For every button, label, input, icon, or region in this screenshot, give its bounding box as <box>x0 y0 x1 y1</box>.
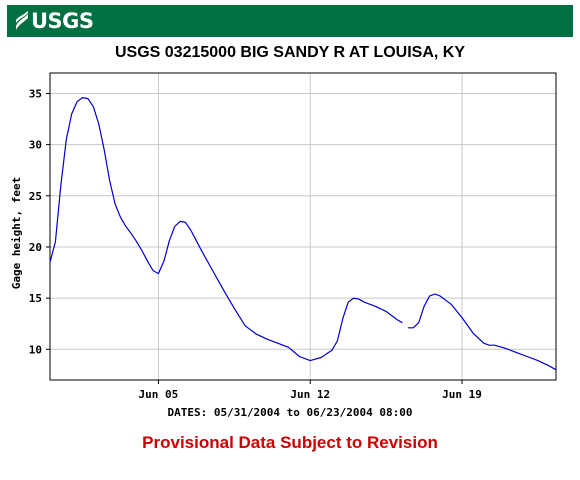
y-tick-label: 15 <box>29 292 42 305</box>
y-tick-label: 20 <box>29 241 42 254</box>
y-tick-label: 10 <box>29 343 42 356</box>
y-tick-label: 30 <box>29 139 42 152</box>
x-tick-label: Jun 12 <box>290 388 330 401</box>
y-axis-label: Gage height, feet <box>10 177 23 290</box>
chart-title: USGS 03215000 BIG SANDY R AT LOUISA, KY <box>114 44 466 61</box>
usgs-logo-text: USGS <box>31 9 94 33</box>
y-tick-label: 35 <box>29 87 42 100</box>
x-axis: Jun 05 Jun 12 Jun 19 <box>139 380 482 401</box>
provisional-notice: Provisional Data Subject to Revision <box>142 433 438 452</box>
gage-height-line <box>49 96 403 362</box>
x-axis-label: DATES: 05/31/2004 to 06/23/2004 08:00 <box>167 406 413 419</box>
usgs-logo[interactable]: USGS <box>15 8 94 34</box>
usgs-banner: USGS <box>7 5 573 37</box>
series-layer <box>49 96 557 371</box>
chart-grid <box>50 73 556 380</box>
x-tick-label: Jun 19 <box>442 388 482 401</box>
x-tick-label: Jun 05 <box>139 388 179 401</box>
y-axis: 10 15 20 25 30 35 <box>29 87 50 356</box>
gage-height-line <box>407 293 557 371</box>
y-tick-label: 25 <box>29 190 42 203</box>
plot-frame <box>49 72 557 381</box>
usgs-wave-icon <box>16 11 28 30</box>
